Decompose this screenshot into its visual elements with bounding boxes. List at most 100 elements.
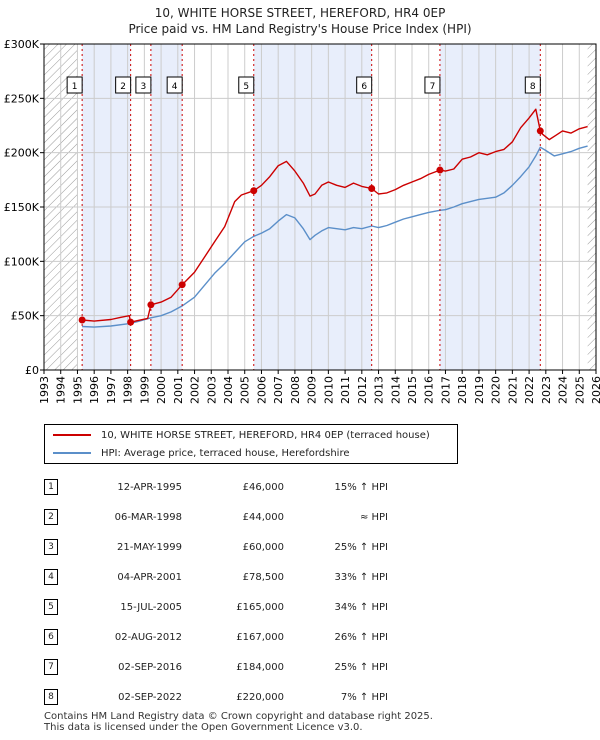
- sale-date: 02-AUG-2012: [114, 631, 182, 643]
- legend-item-property: 10, WHITE HORSE STREET, HEREFORD, HR4 0E…: [53, 427, 430, 443]
- sale-price: £220,000: [236, 691, 284, 703]
- x-tick-label: 2021: [506, 376, 519, 404]
- sale-marker-label: 2: [120, 82, 126, 92]
- legend-label-hpi: HPI: Average price, terraced house, Here…: [101, 447, 350, 459]
- x-tick-label: 1998: [122, 376, 135, 404]
- x-tick-label: 2019: [473, 376, 486, 404]
- sale-date: 12-APR-1995: [117, 481, 182, 493]
- sale-marker-box: [524, 76, 541, 94]
- sale-price: £167,000: [236, 631, 284, 643]
- x-tick-label: 2023: [540, 376, 553, 404]
- sale-number: 2: [44, 509, 58, 525]
- sale-marker-box: [238, 76, 255, 94]
- y-tick-label: £200K: [4, 147, 40, 160]
- sale-marker-label: 4: [172, 82, 178, 92]
- sale-marker-label: 6: [361, 82, 367, 92]
- sales-row: 3 21-MAY-1999 £60,000 25% ↑ HPI: [44, 532, 388, 562]
- sale-marker-label: 3: [141, 82, 147, 92]
- x-tick-label: 2010: [322, 376, 335, 404]
- x-tick-label: 2003: [205, 376, 218, 404]
- legend: 10, WHITE HORSE STREET, HEREFORD, HR4 0E…: [44, 424, 458, 464]
- x-tick-label: 2007: [272, 376, 285, 404]
- sale-date: 06-MAR-1998: [114, 511, 182, 523]
- sales-row: 7 02-SEP-2016 £184,000 25% ↑ HPI: [44, 652, 388, 682]
- sale-number: 1: [44, 479, 58, 495]
- footer-licence: This data is licensed under the Open Gov…: [44, 722, 363, 733]
- sale-marker-box: [424, 76, 441, 94]
- sale-marker-box: [135, 76, 152, 94]
- sale-price: £44,000: [242, 511, 284, 523]
- sale-point: [536, 127, 544, 135]
- x-tick-label: 2012: [356, 376, 369, 404]
- footer: Contains HM Land Registry data © Crown c…: [44, 711, 433, 733]
- price-chart: 1 2 3 4 5 6 7 8 £0 £50K £100K £150K £200K £250K £300K 1…: [4, 38, 600, 404]
- sales-table: 1 12-APR-1995 £46,000 15% ↑ HPI 2 06-MAR-1998…: [44, 472, 388, 712]
- x-tick-label: 2013: [373, 376, 386, 404]
- x-tick-label: 1995: [71, 376, 84, 404]
- x-tick-label: 2025: [573, 376, 586, 404]
- sale-number: 4: [44, 569, 58, 585]
- y-tick-label: £100K: [4, 255, 40, 268]
- x-tick-label: 2009: [306, 376, 319, 404]
- x-tick-label: 2002: [189, 376, 202, 404]
- legend-line-property: [53, 434, 91, 436]
- sales-row: 8 02-SEP-2022 £220,000 7% ↑ HPI: [44, 682, 388, 712]
- x-tick-label: 2006: [255, 376, 268, 404]
- x-tick-label: 2024: [557, 376, 570, 404]
- x-tick-label: 1999: [138, 376, 151, 404]
- x-tick-label: 2000: [155, 376, 168, 404]
- sale-hpi-change: 7% ↑ HPI: [340, 691, 388, 703]
- sale-hpi-change: 34% ↑ HPI: [334, 601, 388, 613]
- sale-price: £165,000: [236, 601, 284, 613]
- sale-date: 04-APR-2001: [117, 571, 182, 583]
- footer-copyright: Contains HM Land Registry data © Crown c…: [44, 711, 433, 722]
- sale-hpi-change: 26% ↑ HPI: [334, 631, 388, 643]
- property-price-line: [82, 108, 588, 323]
- y-tick-label: £0: [25, 364, 39, 377]
- sale-price: £60,000: [242, 541, 284, 553]
- sale-number: 8: [44, 689, 58, 705]
- x-tick-label: 2011: [339, 376, 352, 404]
- y-tick-label: £50K: [11, 310, 40, 323]
- sale-date: 02-SEP-2022: [118, 691, 182, 703]
- x-tick-label: 2020: [490, 376, 503, 404]
- sale-marker-label: 8: [530, 82, 536, 92]
- x-tick-label: 2016: [423, 376, 436, 404]
- sale-date: 15-JUL-2005: [120, 601, 182, 613]
- sale-number: 3: [44, 539, 58, 555]
- legend-item-hpi: HPI: Average price, terraced house, Here…: [53, 445, 349, 461]
- x-tick-label: 2008: [289, 376, 302, 404]
- x-tick-label: 1996: [88, 376, 101, 404]
- sale-price: £78,500: [242, 571, 284, 583]
- sale-hpi-change: ≈ HPI: [359, 511, 388, 523]
- y-tick-label: £150K: [4, 201, 40, 214]
- sale-marker-label: 7: [430, 82, 436, 92]
- sale-point: [78, 316, 86, 324]
- x-tick-label: 1993: [38, 376, 51, 404]
- sale-marker-box: [166, 76, 183, 94]
- y-tick-label: £250K: [4, 92, 40, 105]
- x-tick-label: 2026: [590, 376, 600, 404]
- x-tick-label: 2022: [523, 376, 536, 404]
- x-tick-label: 1997: [105, 376, 118, 404]
- sale-hpi-change: 25% ↑ HPI: [334, 541, 388, 553]
- sale-marker-box: [115, 76, 132, 94]
- sale-point: [250, 187, 258, 195]
- sales-row: 6 02-AUG-2012 £167,000 26% ↑ HPI: [44, 622, 388, 652]
- x-tick-label: 2004: [222, 376, 235, 404]
- sales-row: 5 15-JUL-2005 £165,000 34% ↑ HPI: [44, 592, 388, 622]
- sale-price: £46,000: [242, 481, 284, 493]
- sale-hpi-change: 25% ↑ HPI: [334, 661, 388, 673]
- sale-point: [147, 301, 155, 309]
- sale-point: [368, 185, 376, 193]
- sale-marker-box: [356, 76, 373, 94]
- sale-hpi-change: 33% ↑ HPI: [334, 571, 388, 583]
- sale-number: 7: [44, 659, 58, 675]
- legend-line-hpi: [53, 452, 91, 454]
- sale-hpi-change: 15% ↑ HPI: [334, 481, 388, 493]
- chart-subtitle: Price paid vs. HM Land Registry's House …: [128, 22, 472, 36]
- x-tick-label: 1994: [55, 376, 68, 404]
- sale-price: £184,000: [236, 661, 284, 673]
- chart-title: 10, WHITE HORSE STREET, HEREFORD, HR4 0E…: [154, 6, 446, 20]
- hpi-line: [82, 145, 588, 328]
